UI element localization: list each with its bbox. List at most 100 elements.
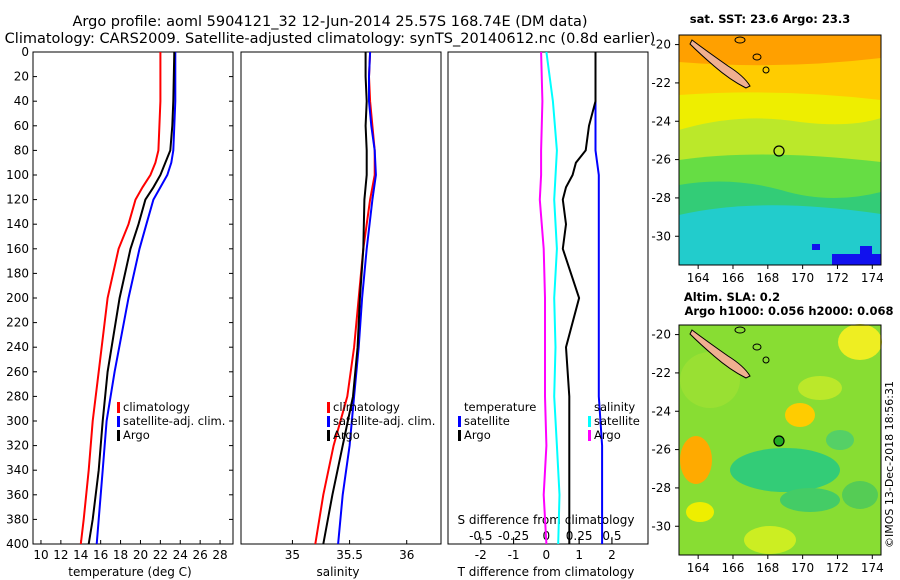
salinity-satellite-line (337, 51, 377, 545)
depth-tick-label: 220 (6, 316, 29, 330)
t-diff-legend-swatch (458, 430, 461, 441)
chart-title-line2: Climatology: CARS2009. Satellite-adjuste… (4, 31, 656, 47)
sst-map (678, 34, 882, 266)
s-diff-argo-line (538, 51, 548, 545)
s-diff-legend-label: salinity (594, 400, 635, 414)
salinity-plot-frame (240, 51, 442, 545)
temperature-tick-label: 22 (153, 548, 168, 562)
depth-tick-label: 400 (6, 537, 29, 551)
argo-float-marker (773, 145, 785, 157)
map-lon-tick-label: 174 (861, 271, 884, 285)
s-diff-legend-swatch (588, 402, 591, 413)
depth-tick-label: 0 (21, 45, 29, 59)
sla-map-caption-2: Argo h1000: 0.056 h2000: 0.068 (684, 304, 893, 318)
map-lon-tick-label: 172 (826, 271, 849, 285)
temperature-legend-label: Argo (123, 428, 150, 442)
t-difference-axis-label: T difference from climatology (457, 565, 635, 579)
t-diff-satellite-line (594, 52, 604, 544)
difference-plot-frame (447, 51, 649, 545)
map-lon-tick-label: 168 (756, 271, 779, 285)
temperature-tick-label: 12 (53, 548, 68, 562)
s-diff-legend-label: Argo (594, 428, 621, 442)
temperature-plot-frame (32, 51, 234, 545)
salinity-series (314, 51, 377, 545)
map-lat-tick-label: -22 (651, 76, 671, 90)
depth-tick-label: 320 (6, 439, 29, 453)
temperature-legend-label: satellite-adj. clim. (123, 414, 225, 428)
t-diff-tick-label: 1 (575, 548, 583, 562)
temperature-legend-swatch (117, 402, 120, 413)
map-lon-tick-label: 174 (861, 561, 884, 575)
salinity-x-ticks: 35 35.5 36 (285, 540, 414, 562)
depth-tick-label: 20 (14, 70, 29, 84)
t-diff-tick-label: -1 (508, 548, 520, 562)
t-diff-legend-swatch (458, 402, 461, 413)
map-lon-tick-label: 164 (687, 271, 710, 285)
sla-map-ticks: -20 -22 -24 -26 -28 -30 164 166 168 170 172 174 (651, 328, 883, 575)
difference-legend: temperaturesatelliteArgosalinitysatellit… (458, 400, 640, 442)
s-diff-tick-label: -0.25 (498, 529, 529, 543)
s-diff-tick-label: 0.25 (566, 529, 593, 543)
salinity-tick-label: 35 (285, 548, 300, 562)
s-diff-legend-swatch (588, 416, 591, 427)
salinity-legend-label: satellite-adj. clim. (333, 414, 435, 428)
argo-float-marker-sla (773, 435, 785, 447)
salinity-argo-line (322, 52, 368, 545)
depth-tick-label: 240 (6, 340, 29, 354)
map-lat-tick-label: -24 (651, 114, 671, 128)
temperature-tick-label: 24 (173, 548, 188, 562)
temperature-tick-label: 28 (212, 548, 227, 562)
map-lat-tick-label: -24 (651, 404, 671, 418)
temperature-tick-label: 10 (33, 548, 48, 562)
t-diff-legend-label: satellite (464, 414, 510, 428)
map-lon-tick-label: 172 (826, 561, 849, 575)
map-lon-tick-label: 170 (791, 271, 814, 285)
depth-tick-label: 140 (6, 217, 29, 231)
map-lon-tick-label: 166 (722, 561, 745, 575)
map-lat-tick-label: -26 (651, 443, 671, 457)
depth-tick-label: 80 (14, 143, 29, 157)
s-diff-tick-label: -0.5 (469, 529, 492, 543)
salinity-legend-swatch (327, 430, 330, 441)
sst-map-caption: sat. SST: 23.6 Argo: 23.3 (690, 12, 850, 26)
s-diff-legend-label: satellite (594, 414, 640, 428)
salinity-climatology-line (314, 51, 376, 545)
chart-title-line1: Argo profile: aoml 5904121_32 12-Jun-201… (72, 14, 588, 30)
sla-map (678, 324, 882, 556)
map-lon-tick-label: 164 (687, 561, 710, 575)
temperature-tick-label: 26 (193, 548, 208, 562)
depth-tick-label: 60 (14, 119, 29, 133)
depth-tick-label: 200 (6, 291, 29, 305)
depth-tick-label: 300 (6, 414, 29, 428)
t-diff-tick-label: 0 (543, 548, 551, 562)
t-diff-legend-label: temperature (464, 400, 536, 414)
s-diff-legend-swatch (588, 430, 591, 441)
map-lon-tick-label: 166 (722, 271, 745, 285)
salinity-legend-label: Argo (333, 428, 360, 442)
salinity-legend-label: climatology (333, 400, 400, 414)
map-lat-tick-label: -28 (651, 191, 671, 205)
temperature-tick-label: 20 (133, 548, 148, 562)
temperature-legend-label: climatology (123, 400, 190, 414)
temperature-legend-swatch (117, 430, 120, 441)
map-lat-tick-label: -22 (651, 366, 671, 380)
depth-tick-label: 280 (6, 389, 29, 403)
depth-tick-label: 260 (6, 365, 29, 379)
depth-tick-label: 340 (6, 463, 29, 477)
depth-tick-label: 360 (6, 488, 29, 502)
t-diff-tick-label: 2 (608, 548, 616, 562)
salinity-legend-swatch (327, 416, 330, 427)
temperature-tick-label: 16 (93, 548, 108, 562)
depth-tick-label: 120 (6, 193, 29, 207)
s-diff-tick-label: 0.5 (602, 529, 621, 543)
salinity-axis-label: salinity (316, 565, 359, 579)
temperature-x-ticks: 10 12 14 16 18 20 22 24 26 28 (33, 540, 228, 562)
difference-series (538, 51, 604, 545)
map-lat-tick-label: -26 (651, 153, 671, 167)
temperature-climatology-line (79, 52, 162, 545)
depth-tick-label: 160 (6, 242, 29, 256)
salinity-tick-label: 36 (399, 548, 414, 562)
temperature-axis-label: temperature (deg C) (68, 565, 191, 579)
